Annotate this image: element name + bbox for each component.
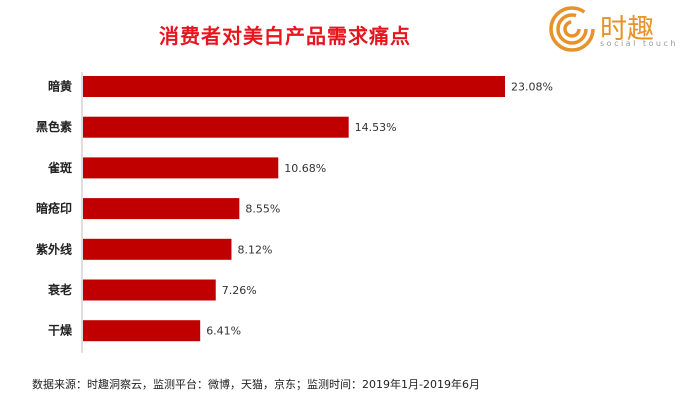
data-label: 10.68% — [284, 162, 326, 175]
data-label: 6.41% — [206, 325, 241, 338]
chart-title: 消费者对美白产品需求痛点 — [159, 24, 411, 48]
bar — [83, 198, 240, 220]
category-label: 干燥 — [48, 323, 73, 338]
logo-wordmark: 时趣 — [600, 14, 654, 45]
spiral-logo-icon — [549, 6, 595, 52]
category-label: 暗疮印 — [36, 201, 72, 216]
brand-logo: 时趣 social touch — [548, 5, 678, 55]
bar — [83, 238, 232, 260]
data-label: 23.08% — [511, 81, 553, 94]
data-label: 8.55% — [245, 203, 280, 216]
logo-tagline: social touch — [600, 39, 678, 48]
data-source-note: 数据来源：时趣洞察云，监测平台：微博，天猫，京东；监测时间：2019年1月-20… — [32, 378, 480, 391]
bar — [83, 157, 279, 179]
category-label: 黑色素 — [36, 119, 72, 134]
bar — [83, 76, 505, 97]
bar — [83, 320, 201, 342]
category-label: 雀斑 — [47, 160, 72, 175]
data-label: 7.26% — [222, 284, 257, 297]
data-label: 8.12% — [237, 243, 272, 256]
category-label: 暗黄 — [48, 79, 72, 94]
category-label: 紫外线 — [36, 241, 72, 256]
data-label: 14.53% — [355, 121, 397, 134]
bar — [83, 116, 349, 138]
category-label: 衰老 — [47, 282, 72, 297]
bar — [83, 279, 216, 301]
